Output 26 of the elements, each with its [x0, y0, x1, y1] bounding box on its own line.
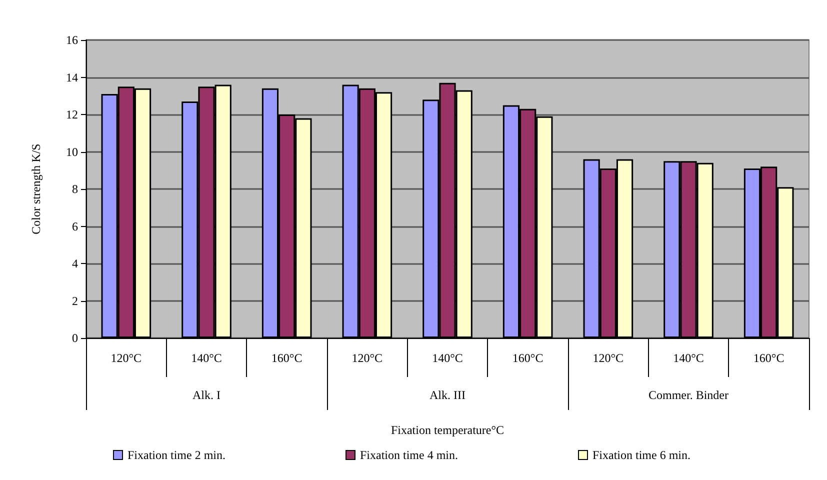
x-tick-label: 160°C — [512, 351, 544, 365]
x-tick-label: 120°C — [110, 351, 142, 365]
legend-label: Fixation time 4 min. — [360, 448, 458, 462]
x-tick-label: 120°C — [352, 351, 383, 365]
y-tick-label: 16 — [66, 33, 78, 47]
y-tick-label: 4 — [72, 256, 78, 270]
y-tick-label: 12 — [66, 108, 78, 122]
y-tick-label: 8 — [72, 182, 78, 196]
y-tick-label: 6 — [72, 219, 78, 234]
y-tick-label: 14 — [66, 70, 78, 84]
x-tick-label: 140°C — [673, 351, 704, 365]
y-tick-label: 10 — [66, 144, 78, 159]
y-tick-label: 2 — [72, 294, 78, 308]
x-axis-title: Fixation temperature°C — [390, 423, 504, 437]
y-axis-title: Color strength K/S — [29, 144, 43, 234]
text: Alk. III — [430, 388, 466, 402]
x-tick-label: 140°C — [191, 351, 222, 365]
legend-label: Fixation time 6 min. — [592, 448, 690, 462]
text: Alk. I — [192, 388, 220, 402]
x-tick-label: 140°C — [432, 351, 463, 365]
x-tick-label: 160°C — [271, 351, 302, 365]
x-tick-label: 160°C — [753, 351, 784, 365]
text: Commer. Binder — [648, 388, 728, 402]
y-tick-label: 0 — [72, 331, 78, 345]
x-tick-label: 120°C — [592, 351, 624, 365]
legend-label: Fixation time 2 min. — [128, 448, 226, 462]
